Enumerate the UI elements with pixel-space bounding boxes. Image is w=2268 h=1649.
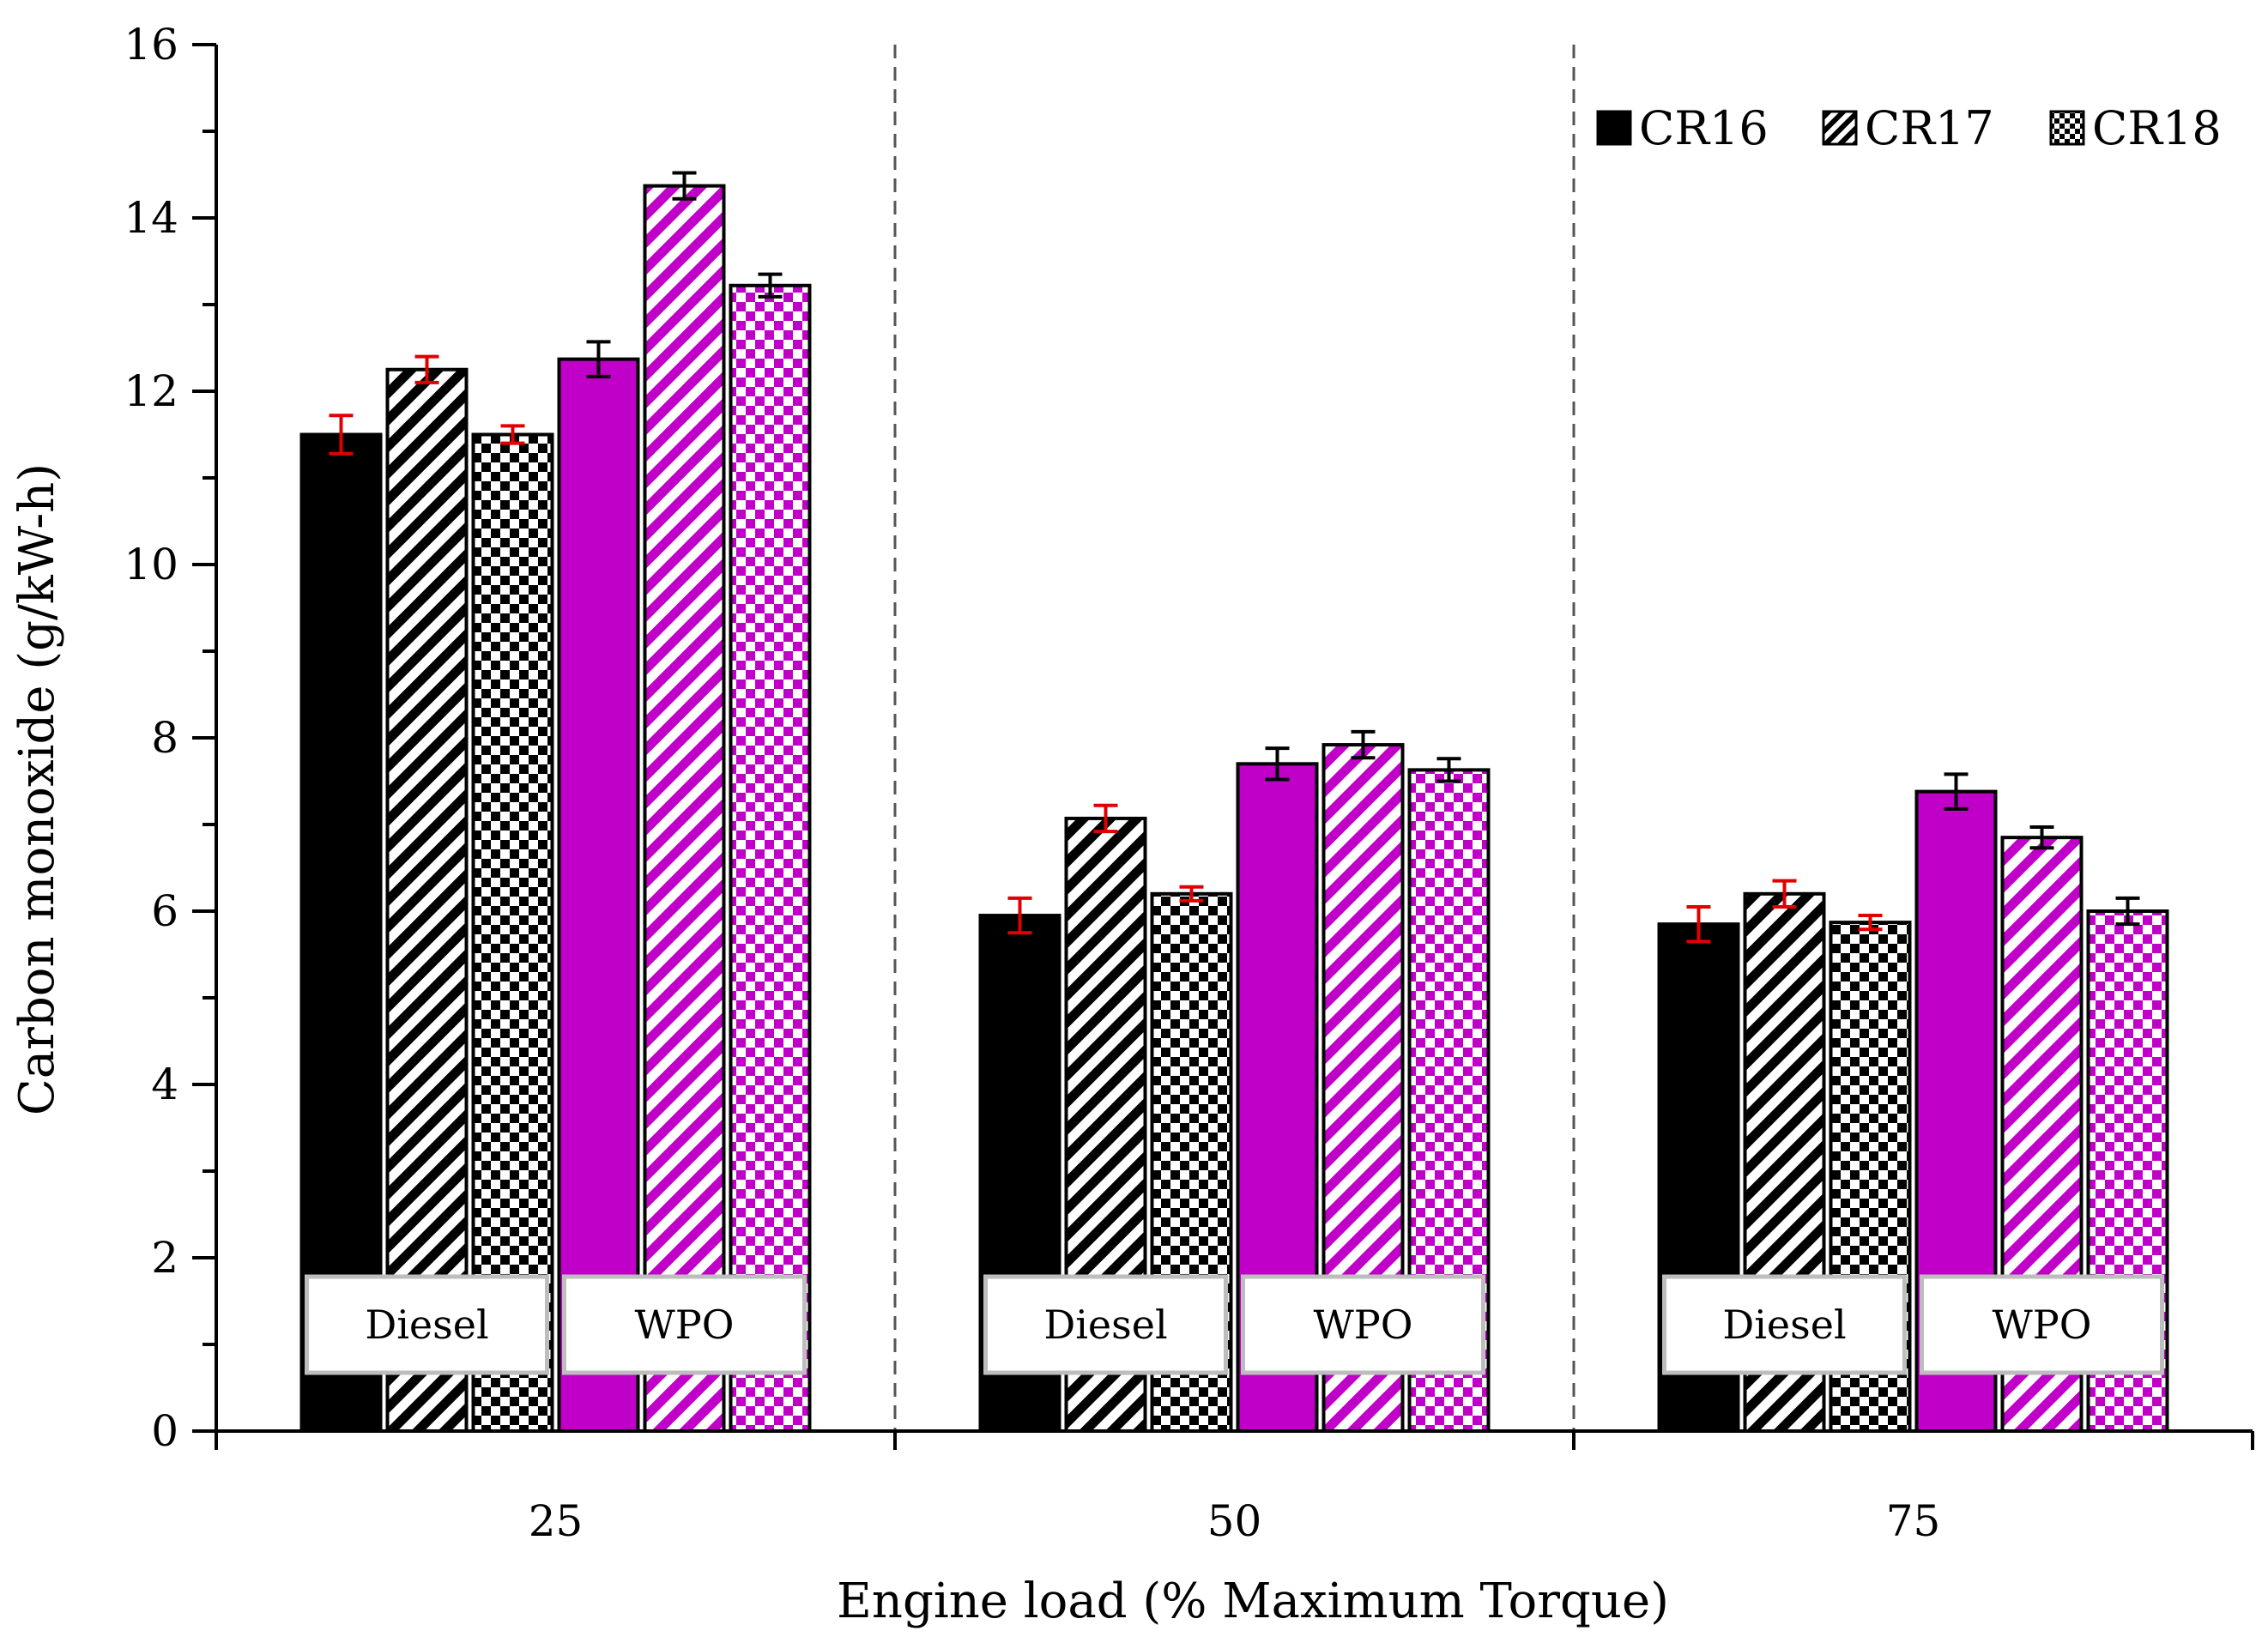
legend-label: CR18	[2092, 101, 2222, 155]
legend-swatch	[1822, 110, 1858, 146]
fuel-label: WPO	[1993, 1302, 2092, 1348]
fuel-label: Diesel	[1722, 1302, 1846, 1348]
legend-label: CR16	[1639, 101, 1769, 155]
bar	[385, 367, 469, 1433]
fuel-label-box	[1662, 1274, 1907, 1375]
fuel-label: WPO	[1314, 1302, 1413, 1348]
y-tick-label: 0	[151, 1406, 178, 1456]
fuel-label-box	[983, 1274, 1228, 1375]
fuel-label-box	[562, 1274, 807, 1375]
legend: CR16 CR17 CR18	[1596, 101, 2222, 155]
bar	[729, 283, 812, 1433]
fuel-label-box	[1241, 1274, 1485, 1375]
y-tick-label: 6	[151, 886, 178, 936]
y-tick-label: 16	[124, 20, 178, 69]
fuel-label: Diesel	[1043, 1302, 1167, 1348]
legend-swatch	[2049, 110, 2085, 146]
x-tick-label: 25	[529, 1496, 584, 1546]
x-tick-label: 75	[1886, 1496, 1941, 1546]
bars	[299, 184, 2169, 1434]
x-axis-title: Engine load (% Maximum Torque)	[837, 1573, 1669, 1629]
y-tick-label: 8	[151, 713, 178, 763]
bar	[471, 432, 554, 1433]
y-tick-label: 2	[151, 1233, 178, 1283]
tick-labels: 25 50 75 0 2 4 6 8 10 12 14 16	[124, 20, 1940, 1546]
bar	[643, 184, 726, 1433]
fuel-label-box	[305, 1274, 549, 1375]
y-tick-label: 12	[124, 366, 178, 416]
y-tick-label: 14	[124, 193, 178, 243]
error-bars	[329, 171, 2140, 944]
axes	[192, 43, 2254, 1450]
x-tick-label: 50	[1207, 1496, 1262, 1546]
legend-label: CR17	[1865, 101, 1994, 155]
fuel-label: Diesel	[365, 1302, 488, 1348]
y-tick-label: 10	[124, 540, 178, 589]
group-separators	[893, 45, 1576, 1431]
fuel-label-box	[1920, 1274, 2164, 1375]
legend-swatch	[1596, 110, 1632, 146]
fuel-labels: Diesel WPO Diesel WPO Diesel WPO	[305, 1274, 2164, 1375]
y-axis-title: Carbon monoxide (g/kW-h)	[9, 463, 65, 1115]
bar	[557, 357, 640, 1433]
y-tick-label: 4	[151, 1060, 178, 1109]
fuel-label: WPO	[635, 1302, 735, 1348]
